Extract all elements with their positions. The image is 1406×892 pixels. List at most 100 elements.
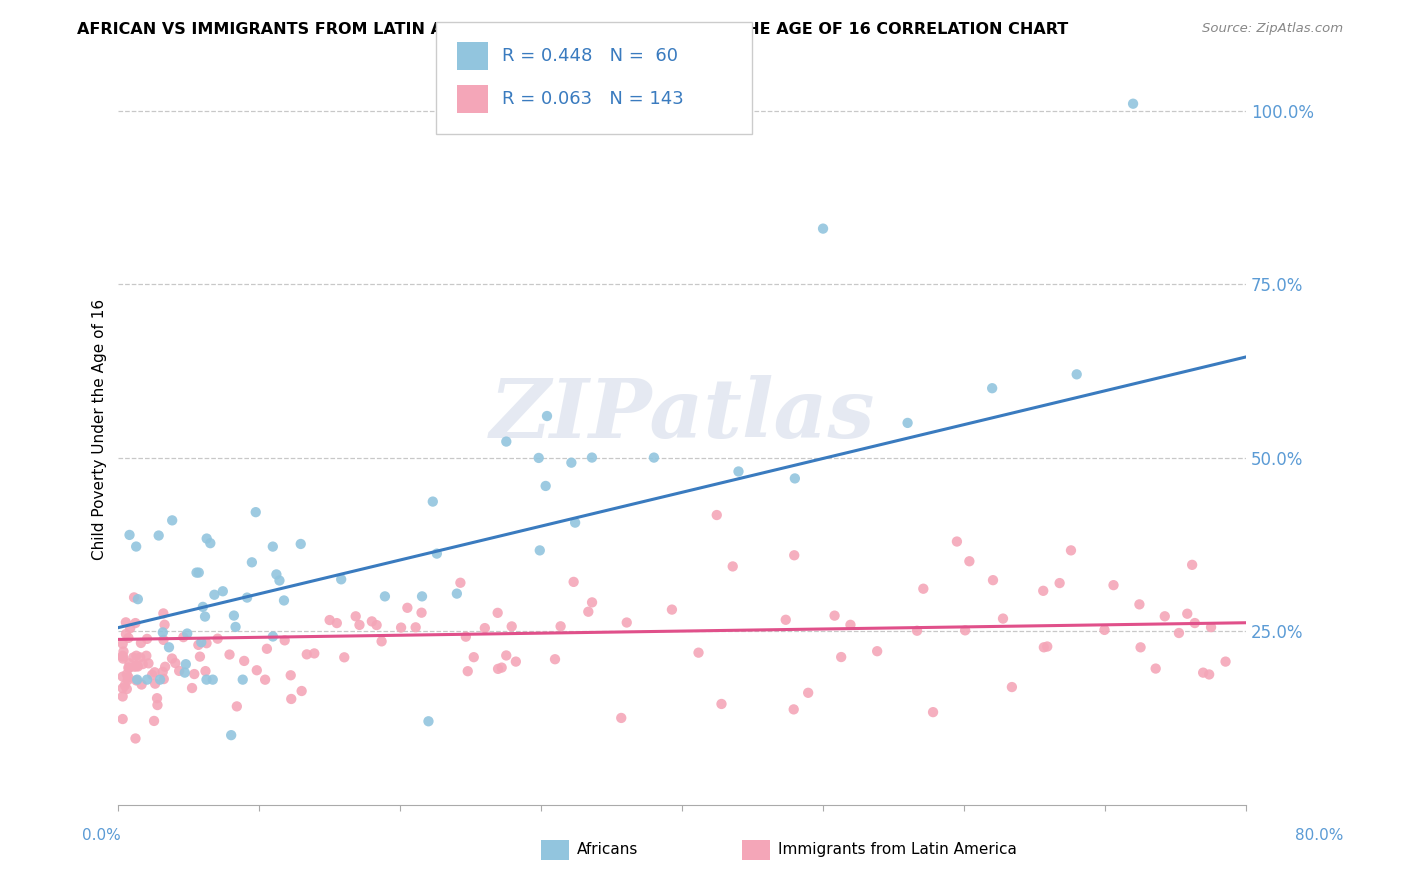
Point	[486, 606, 509, 620]
Point	[201, 673, 224, 687]
Point	[1198, 667, 1220, 681]
Point	[560, 456, 582, 470]
Text: Source: ZipAtlas.com: Source: ZipAtlas.com	[1202, 22, 1343, 36]
Point	[981, 381, 1004, 395]
Point	[981, 573, 1004, 587]
Point	[721, 559, 744, 574]
Point	[576, 605, 599, 619]
Point	[1129, 640, 1152, 655]
Point	[225, 699, 247, 714]
Point	[245, 505, 267, 519]
Point	[706, 508, 728, 522]
Point	[688, 646, 710, 660]
Point	[195, 673, 218, 687]
Point	[775, 613, 797, 627]
Point	[905, 624, 928, 638]
Point	[125, 540, 148, 554]
Point	[111, 690, 134, 704]
Point	[505, 655, 527, 669]
Point	[710, 697, 733, 711]
Point	[349, 618, 371, 632]
Point	[797, 686, 820, 700]
Point	[280, 692, 302, 706]
Point	[191, 599, 214, 614]
Point	[207, 632, 229, 646]
Point	[117, 673, 139, 688]
Point	[172, 630, 194, 644]
Point	[1184, 615, 1206, 630]
Point	[111, 651, 134, 665]
Point	[1094, 623, 1116, 637]
Point	[152, 665, 174, 679]
Text: Africans: Africans	[576, 842, 638, 856]
Point	[111, 712, 134, 726]
Point	[148, 528, 170, 542]
Point	[550, 619, 572, 633]
Point	[454, 630, 477, 644]
Point	[562, 574, 585, 589]
Point	[181, 681, 204, 695]
Point	[946, 534, 969, 549]
Point	[1032, 583, 1054, 598]
Point	[411, 590, 433, 604]
Point	[411, 606, 433, 620]
Point	[534, 479, 557, 493]
Text: Immigrants from Latin America: Immigrants from Latin America	[778, 842, 1017, 856]
Point	[218, 648, 240, 662]
Point	[1167, 626, 1189, 640]
Point	[153, 659, 176, 673]
Point	[152, 625, 174, 640]
Point	[152, 672, 174, 686]
Point	[1036, 640, 1059, 654]
Text: AFRICAN VS IMMIGRANTS FROM LATIN AMERICA CHILD POVERTY UNDER THE AGE OF 16 CORRE: AFRICAN VS IMMIGRANTS FROM LATIN AMERICA…	[77, 22, 1069, 37]
Point	[120, 621, 142, 635]
Point	[132, 657, 155, 672]
Point	[136, 673, 159, 687]
Point	[194, 664, 217, 678]
Point	[953, 624, 976, 638]
Point	[1175, 607, 1198, 621]
Point	[125, 673, 148, 688]
Point	[304, 647, 326, 661]
Point	[370, 634, 392, 648]
Point	[114, 678, 136, 692]
Point	[118, 657, 141, 671]
Point	[1181, 558, 1204, 572]
Point	[195, 636, 218, 650]
Point	[280, 668, 302, 682]
Point	[127, 659, 149, 673]
Point	[152, 607, 174, 621]
Point	[173, 665, 195, 680]
Point	[254, 673, 277, 687]
Point	[111, 649, 134, 664]
Point	[122, 650, 145, 665]
Point	[446, 587, 468, 601]
Point	[457, 664, 479, 678]
Point	[783, 549, 806, 563]
Point	[194, 609, 217, 624]
Point	[143, 714, 166, 728]
Point	[295, 648, 318, 662]
Point	[111, 648, 134, 663]
Point	[222, 608, 245, 623]
Point	[174, 657, 197, 672]
Point	[783, 702, 806, 716]
Point	[824, 608, 846, 623]
Point	[1102, 578, 1125, 592]
Point	[389, 621, 412, 635]
Point	[1153, 609, 1175, 624]
Point	[463, 650, 485, 665]
Point	[269, 574, 291, 588]
Point	[202, 588, 225, 602]
Point	[195, 532, 218, 546]
Point	[318, 613, 340, 627]
Point	[564, 516, 586, 530]
Point	[152, 632, 174, 647]
Point	[474, 621, 496, 635]
Point	[124, 659, 146, 673]
Point	[115, 667, 138, 681]
Text: R = 0.063   N = 143: R = 0.063 N = 143	[502, 90, 683, 108]
Point	[396, 600, 419, 615]
Point	[727, 465, 749, 479]
Point	[190, 635, 212, 649]
